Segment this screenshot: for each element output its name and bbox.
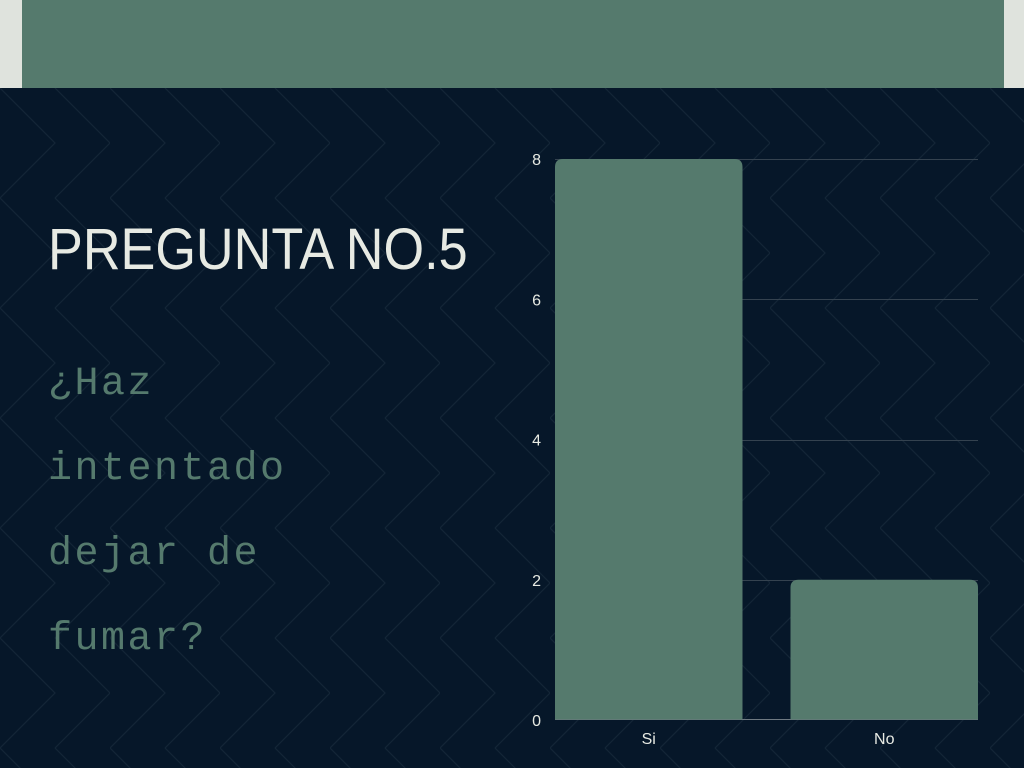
- x-tick-label-no: No: [874, 731, 895, 748]
- header-band: [22, 0, 1004, 88]
- bar-chart: 0 2 4 6 8 Si No: [532, 152, 978, 748]
- y-tick-label-6: 6: [532, 292, 541, 309]
- question-text: ¿Haz intentado dejar de fumar?: [48, 362, 287, 662]
- bar-no: [790, 579, 978, 720]
- y-axis-labels: 0 2 4 6 8: [532, 152, 541, 730]
- x-tick-label-si: Si: [642, 731, 656, 748]
- bars: [555, 159, 978, 720]
- y-tick-label-0: 0: [532, 713, 541, 730]
- x-axis-labels: Si No: [642, 731, 895, 748]
- y-tick-label-4: 4: [532, 433, 541, 450]
- slide-body: PREGUNTA NO.5 ¿Haz intentado dejar de fu…: [0, 88, 1024, 768]
- y-tick-label-2: 2: [532, 573, 541, 590]
- slide-title: PREGUNTA NO.5: [48, 217, 468, 282]
- y-tick-label-8: 8: [532, 152, 541, 169]
- bar-si: [555, 159, 743, 720]
